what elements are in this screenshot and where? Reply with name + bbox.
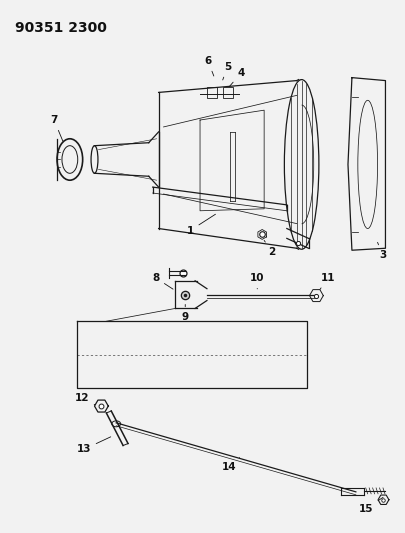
Text: 1: 1: [187, 214, 215, 236]
Text: 9: 9: [182, 304, 189, 322]
Bar: [207, 86, 217, 99]
Text: 8: 8: [152, 273, 173, 289]
Bar: [223, 86, 232, 99]
Text: 2: 2: [264, 240, 276, 257]
Text: 7: 7: [50, 115, 63, 141]
Text: 12: 12: [75, 393, 95, 405]
Text: 15: 15: [358, 497, 383, 514]
Text: 3: 3: [377, 243, 386, 260]
Text: 13: 13: [77, 437, 111, 455]
Text: 10: 10: [250, 273, 264, 289]
Text: 90351 2300: 90351 2300: [15, 21, 107, 35]
Text: 4: 4: [230, 68, 245, 86]
Text: 5: 5: [223, 62, 231, 80]
Text: 6: 6: [204, 56, 214, 76]
Text: 14: 14: [222, 457, 239, 472]
Text: 11: 11: [320, 273, 335, 289]
